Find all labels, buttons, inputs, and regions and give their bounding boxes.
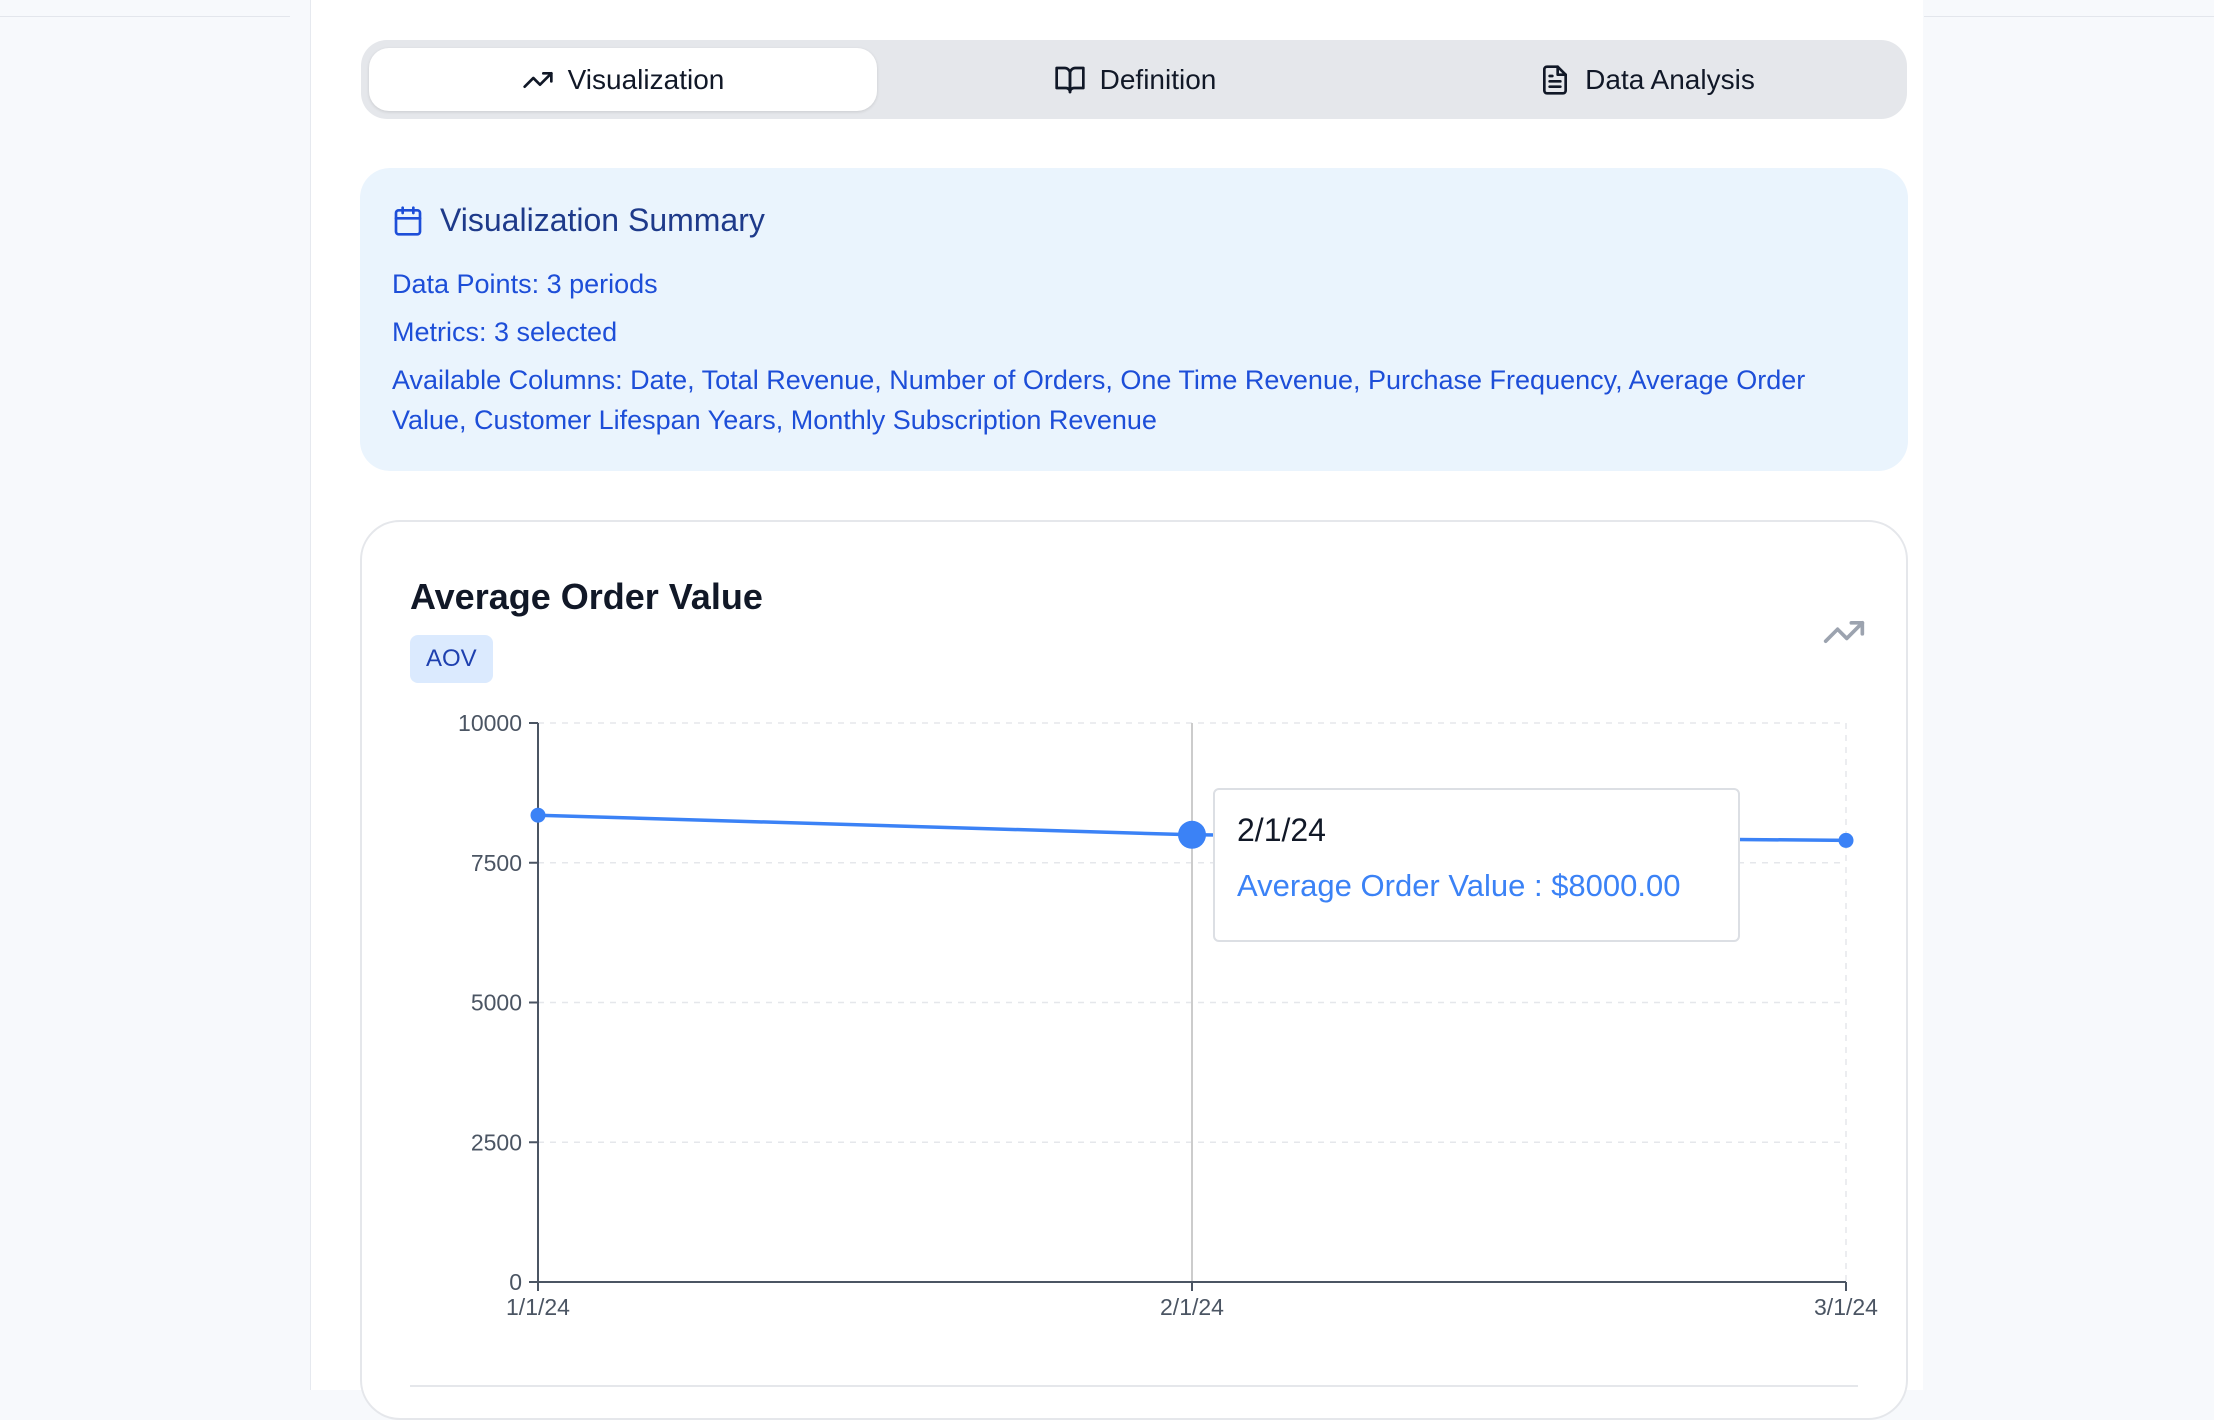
tab-label: Visualization xyxy=(567,63,725,95)
right-panel xyxy=(1924,0,2214,1390)
card-title: Average Order Value xyxy=(410,576,763,617)
main-content: Visualization Definition Data Analysis V… xyxy=(311,0,1923,1420)
summary-available-columns: Available Columns: Date, Total Revenue, … xyxy=(392,365,1806,435)
tab-data-analysis[interactable]: Data Analysis xyxy=(1393,48,1901,111)
tooltip-label: 2/1/24 xyxy=(1237,812,1326,848)
card-divider xyxy=(410,1385,1858,1387)
summary-data-points: Data Points: 3 periods xyxy=(392,269,658,299)
file-text-icon xyxy=(1543,64,1568,95)
tab-visualization[interactable]: Visualization xyxy=(369,48,877,111)
book-open-icon xyxy=(1054,66,1085,93)
view-tabs: Visualization Definition Data Analysis xyxy=(361,40,1907,119)
visualization-summary: Visualization Summary Data Points: 3 per… xyxy=(360,168,1908,471)
tab-definition[interactable]: Definition xyxy=(881,48,1389,111)
calendar-icon xyxy=(394,205,422,236)
summary-title: Visualization Summary xyxy=(440,202,765,238)
tab-label: Data Analysis xyxy=(1585,63,1755,95)
tooltip-value: Average Order Value : $8000.00 xyxy=(1237,868,1681,903)
metric-chart-card: Average Order Value AOV xyxy=(360,520,1908,1420)
trending-up-icon xyxy=(522,71,553,88)
right-panel-header xyxy=(1924,0,2214,17)
tab-label: Definition xyxy=(1099,63,1217,95)
left-panel xyxy=(0,0,311,1390)
chart-tooltip: 2/1/24 Average Order Value : $8000.00 xyxy=(1213,788,1740,942)
left-panel-header xyxy=(0,0,290,17)
trending-up-icon xyxy=(1823,621,1865,643)
summary-heading: Visualization Summary xyxy=(392,202,765,239)
summary-metrics: Metrics: 3 selected xyxy=(392,317,618,347)
metric-badge: AOV xyxy=(410,635,493,683)
